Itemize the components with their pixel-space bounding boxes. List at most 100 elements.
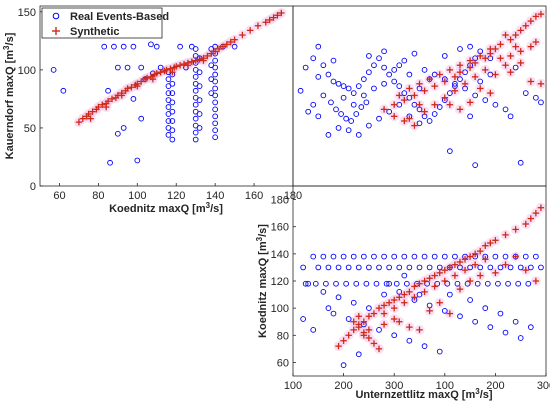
real-event-point (355, 264, 362, 271)
synthetic-point (477, 272, 484, 279)
real-event-point (391, 78, 398, 85)
real-event-point (310, 327, 317, 333)
real-event-point (477, 264, 484, 271)
synthetic-point (340, 337, 347, 344)
real-event-point (421, 343, 428, 349)
synthetic-point (401, 291, 408, 298)
real-event-point (492, 253, 499, 260)
synthetic-point (477, 247, 484, 255)
real-event-point (404, 280, 410, 287)
real-event-point (457, 46, 463, 52)
real-event-point (101, 43, 108, 50)
y-tick-label: 160 (271, 222, 289, 234)
y-tick-label: 180 (271, 195, 289, 207)
synthetic-point (482, 256, 489, 263)
synthetic-point (335, 342, 342, 350)
real-event-point (335, 125, 342, 131)
real-event-point (212, 120, 219, 127)
real-event-point (196, 111, 203, 117)
real-event-point (386, 280, 392, 287)
synthetic-point (492, 237, 499, 244)
synthetic-point (502, 62, 509, 69)
real-event-point (325, 132, 332, 138)
real-event-point (363, 280, 370, 287)
real-event-point (381, 64, 387, 71)
synthetic-point (451, 87, 459, 94)
real-event-point (360, 253, 367, 260)
real-event-point (358, 104, 365, 110)
synthetic-point (426, 307, 433, 315)
real-event-point (165, 132, 172, 138)
real-event-point (350, 253, 357, 260)
real-event-point (333, 280, 339, 287)
real-event-point (533, 94, 539, 101)
real-event-point (406, 94, 413, 101)
synthetic-point (436, 71, 443, 78)
synthetic-point (522, 22, 529, 29)
real-event-point (426, 118, 433, 124)
real-event-point (366, 69, 372, 76)
real-event-point (517, 335, 524, 341)
real-event-point (517, 159, 524, 166)
synthetic-point (471, 73, 479, 81)
real-event-point (421, 253, 428, 260)
synthetic-point (507, 68, 514, 76)
synthetic-point (426, 275, 433, 282)
real-event-point (231, 43, 238, 50)
real-event-point (345, 85, 352, 92)
real-event-point (472, 92, 479, 99)
x-tick-label: 200 (486, 380, 504, 392)
real-event-point (60, 87, 67, 94)
synthetic-point (391, 304, 398, 312)
synthetic-point (95, 103, 102, 111)
synthetic-point (254, 22, 262, 29)
real-event-point (212, 106, 219, 113)
real-event-point (457, 313, 463, 320)
bottom-right-x-axis-label: Unternzettlitz maxQ [m3/s] (355, 387, 492, 401)
real-event-point (345, 264, 352, 271)
real-event-point (527, 324, 534, 330)
real-event-point (376, 115, 382, 122)
synthetic-point (497, 41, 504, 48)
real-event-point (512, 318, 519, 325)
x-tick-label: 120 (167, 190, 185, 202)
synthetic-point (507, 52, 514, 60)
real-event-point (487, 324, 494, 330)
synthetic-point (345, 332, 352, 339)
y-tick-label: 0 (30, 181, 36, 193)
synthetic-point (451, 272, 459, 279)
synthetic-point (355, 323, 362, 331)
synthetic-point (75, 118, 83, 126)
real-event-point (383, 280, 390, 287)
real-event-point (467, 297, 473, 303)
synthetic-point (492, 269, 499, 277)
real-event-point (169, 80, 176, 87)
real-event-point (107, 159, 113, 166)
real-event-point (165, 104, 172, 110)
real-event-point (472, 318, 479, 325)
real-event-point (196, 83, 203, 89)
real-event-point (297, 87, 304, 94)
real-event-point (441, 53, 448, 59)
real-event-point (333, 106, 339, 113)
synthetic-point (512, 43, 519, 50)
real-event-point (165, 90, 172, 96)
synthetic-point (416, 326, 423, 334)
synthetic-point (446, 310, 454, 317)
synthetic-point (522, 220, 529, 228)
real-event-point (472, 162, 479, 168)
real-event-point (447, 148, 453, 155)
real-event-point (497, 310, 504, 317)
real-event-point (192, 101, 199, 108)
x-tick-label: 180 (284, 190, 302, 202)
synthetic-point (128, 84, 135, 91)
real-event-point (366, 264, 372, 271)
synthetic-point (134, 82, 141, 90)
synthetic-point (401, 96, 408, 104)
synthetic-point (532, 38, 540, 46)
real-event-point (148, 41, 154, 48)
real-event-point (343, 280, 349, 287)
synthetic-point (471, 250, 479, 258)
real-event-point (396, 83, 403, 89)
real-event-point (305, 280, 312, 287)
